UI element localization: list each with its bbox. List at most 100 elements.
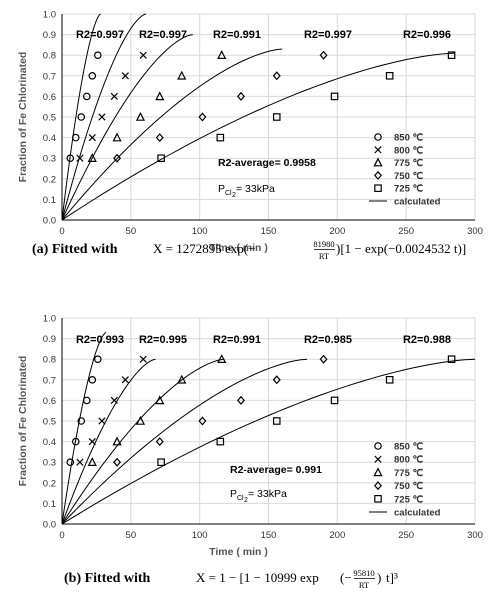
legend-marker-square	[374, 495, 382, 503]
data-point-square	[385, 376, 394, 384]
legend-entry-calculated: calculated	[394, 197, 441, 208]
data-point-circle	[82, 396, 91, 405]
data-point-triangle-shape	[217, 354, 227, 363]
fit-curve-square	[61, 52, 455, 221]
caption-equation: X = 1 − [1 − 10999 exp	[196, 570, 319, 585]
data-point-triangle	[135, 111, 146, 121]
y-tick-label: 0.1	[43, 499, 56, 510]
y-tick-label: 0.5	[43, 417, 56, 428]
r2-label: R2=0.991	[213, 29, 261, 41]
r2-label: R2=0.997	[76, 29, 124, 41]
data-point-square	[272, 113, 281, 121]
data-point-cross-stroke-b	[139, 51, 147, 59]
caption-paren: (−	[340, 570, 352, 585]
y-tick-label: 0.7	[43, 71, 56, 82]
legend-marker-square-shape	[374, 495, 382, 503]
data-point-triangle	[217, 50, 227, 60]
data-point-circle-shape	[82, 92, 91, 101]
fit-curve-square	[61, 358, 476, 525]
data-point-cross	[139, 355, 147, 363]
data-point-circle-shape	[66, 154, 75, 163]
r2-label: R2=0.985	[304, 334, 352, 346]
data-point-square-shape	[330, 396, 339, 405]
data-point-square	[330, 396, 339, 405]
caption-fraction-numerator: 81980	[313, 239, 334, 249]
r2-label: R2=0.993	[76, 334, 124, 346]
data-point-cross-stroke-b	[98, 113, 106, 121]
data-point-circle-shape	[71, 133, 80, 142]
data-point-circle	[88, 375, 97, 384]
legend: 850 ℃ 800 ℃ 775 ℃ 750 ℃ 725 ℃ calculated	[369, 442, 441, 519]
y-tick-label: 0.2	[43, 174, 56, 185]
data-point-triangle	[112, 132, 122, 142]
data-point-diamond	[236, 395, 245, 405]
pressure-label: P Cl 2 = 33kPa	[230, 488, 287, 504]
x-tick-label: 100	[192, 226, 208, 237]
data-point-diamond	[319, 50, 328, 60]
data-point-circle	[66, 154, 75, 163]
legend-marker-square	[374, 184, 382, 193]
x-tick-label: 200	[329, 530, 345, 541]
y-tick-label: 0.3	[43, 458, 56, 469]
legend-marker-circle-shape	[374, 133, 382, 141]
pressure-label: P Cl 2 = 33kPa	[218, 183, 275, 199]
y-tick-label: 0.6	[43, 92, 56, 103]
x-tick-label: 300	[467, 530, 483, 541]
data-point-triangle-shape	[155, 395, 165, 405]
data-point-triangle	[217, 354, 227, 363]
pressure-subscript: Cl	[225, 190, 232, 197]
data-point-diamond-shape	[198, 112, 207, 122]
legend-entry: 775 ℃	[394, 468, 423, 479]
data-point-square	[216, 437, 225, 446]
x-tick-label: 250	[398, 226, 414, 237]
data-point-cross-stroke-b	[88, 133, 96, 142]
r2-label: R2=0.991	[213, 334, 261, 346]
data-point-circle	[71, 133, 80, 142]
data-point-square	[272, 417, 281, 425]
series-circle	[66, 355, 102, 467]
y-tick-label: 0.1	[43, 195, 56, 206]
legend-marker-circle-shape	[374, 442, 382, 450]
series-diamond	[113, 50, 328, 163]
legend-marker-diamond-shape	[373, 170, 383, 180]
data-point-diamond	[236, 91, 245, 101]
data-point-circle-shape	[82, 396, 91, 405]
legend-marker-cross-stroke-b	[374, 146, 382, 154]
data-point-circle-shape	[88, 72, 97, 80]
data-point-square-shape	[272, 113, 281, 121]
data-point-circle	[77, 113, 86, 121]
y-tick-label: 0.3	[43, 154, 56, 165]
legend-marker-diamond	[373, 481, 383, 491]
series-triangle	[87, 354, 227, 466]
caption-prefix: (a) Fitted with	[32, 242, 118, 257]
data-point-circle-shape	[88, 375, 97, 384]
x-tick-label: 150	[261, 530, 277, 541]
y-tick-label: 1.0	[43, 10, 56, 21]
data-point-circle	[93, 355, 102, 364]
pressure-value: = 33kPa	[248, 488, 287, 500]
caption-equation-tail: )[1 − exp(−0.0024532 t)]	[336, 241, 466, 256]
data-point-square-shape	[385, 71, 394, 80]
data-point-triangle-shape	[87, 457, 97, 466]
data-point-circle-shape	[77, 113, 86, 121]
data-point-square	[157, 458, 165, 467]
fit-curve-diamond	[61, 358, 308, 525]
caption-fraction-denominator: RT	[359, 580, 370, 590]
data-point-cross-stroke-b	[121, 72, 129, 80]
legend-marker-square-shape	[374, 184, 382, 193]
legend-marker-circle	[374, 133, 382, 141]
data-point-triangle	[135, 415, 146, 425]
data-point-square	[157, 154, 165, 163]
pressure-symbol: P	[230, 488, 237, 500]
data-point-triangle-shape	[177, 70, 187, 80]
y-tick-label: 0.2	[43, 478, 56, 489]
y-tick-label: 0.0	[43, 520, 56, 531]
data-point-triangle-shape	[135, 415, 146, 425]
pressure-value: = 33kPa	[236, 183, 275, 195]
data-point-diamond-shape	[236, 395, 245, 405]
caption-fraction-denominator: RT	[319, 251, 330, 261]
data-point-cross-stroke-b	[139, 355, 147, 363]
data-point-square-shape	[385, 376, 394, 384]
data-point-diamond-shape	[272, 71, 281, 81]
legend-marker-diamond	[373, 170, 383, 180]
